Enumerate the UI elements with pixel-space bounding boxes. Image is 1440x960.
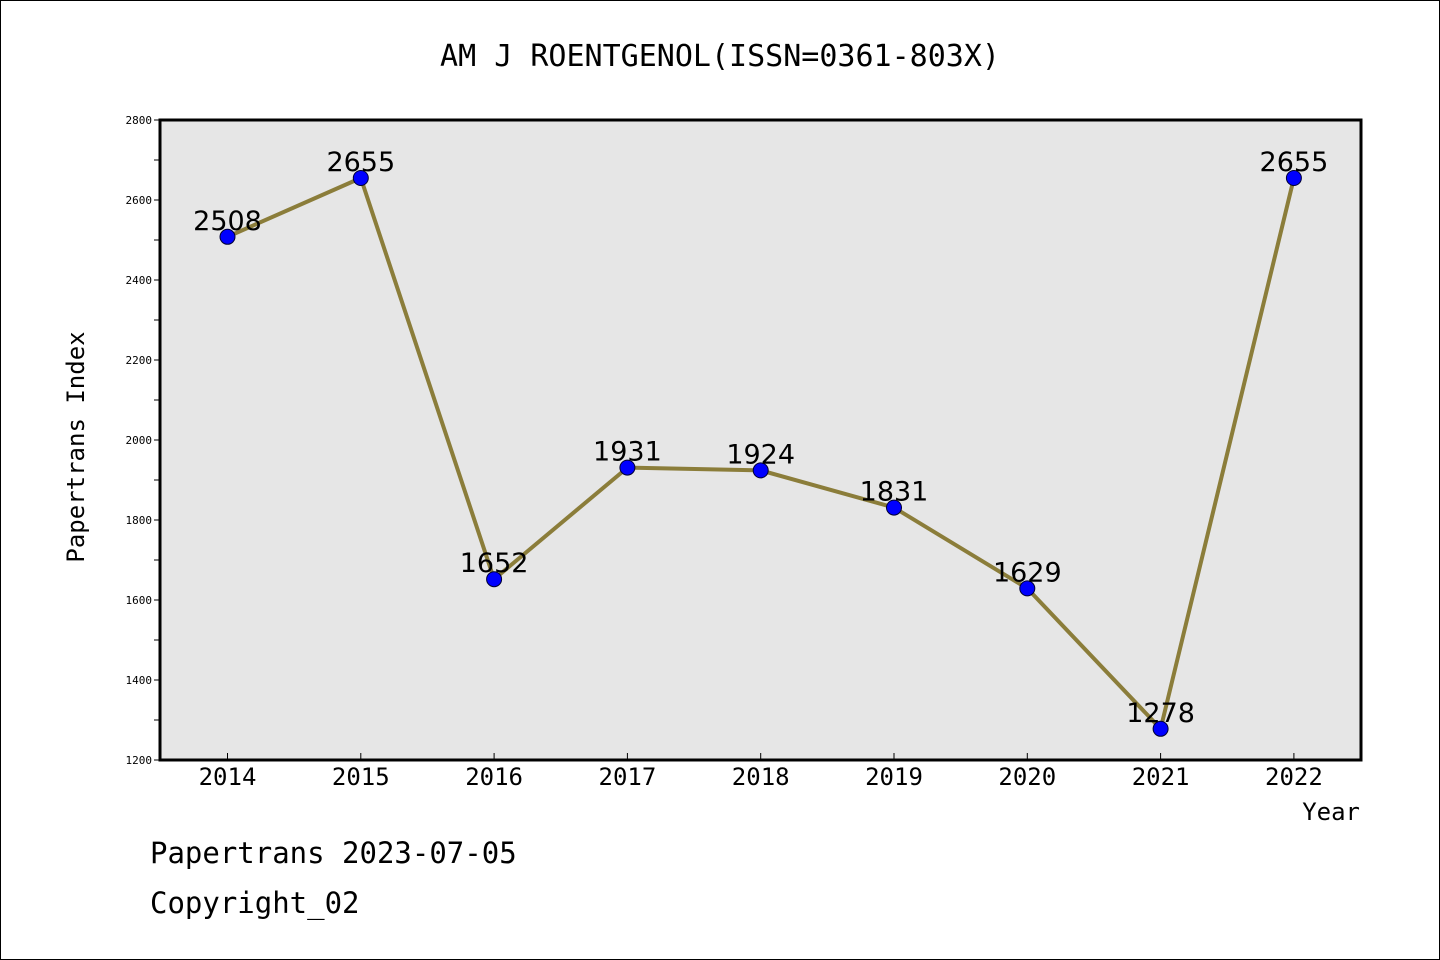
- data-point: [1019, 580, 1036, 597]
- x-tick-label: 2020: [998, 763, 1056, 791]
- footer-copyright: Copyright_02: [150, 886, 360, 920]
- data-point: [219, 228, 236, 245]
- data-label: 2655: [1260, 147, 1329, 178]
- x-tick-label: 2018: [732, 763, 790, 791]
- x-axis: 2014 2015 2016 2017 2018 2019 2020 2021 2022: [199, 753, 1323, 791]
- data-label: 1278: [1126, 698, 1195, 729]
- y-tick-label: 2200: [126, 354, 153, 367]
- x-tick-label: 2015: [332, 763, 390, 791]
- data-label: 1831: [860, 477, 929, 508]
- y-tick-label: 1400: [126, 674, 153, 687]
- footer-date: Papertrans 2023-07-05: [150, 836, 517, 870]
- data-label: 1652: [460, 548, 529, 579]
- data-point: [1152, 720, 1169, 737]
- y-tick-label: 1800: [126, 514, 153, 527]
- series-group: 2508 2655 1652 1931 1924 1831 1629 1278 2655: [193, 147, 1329, 737]
- y-tick-label: 2400: [126, 274, 153, 287]
- y-tick-label: 1600: [126, 594, 153, 607]
- x-tick-label: 2022: [1265, 763, 1323, 791]
- y-tick-label: 2600: [126, 194, 153, 207]
- data-label: 1629: [993, 557, 1062, 588]
- data-point: [352, 170, 369, 186]
- plot-area: [158, 118, 1363, 762]
- x-axis-label: Year: [1302, 798, 1360, 826]
- data-label: 2508: [193, 206, 262, 237]
- chart-title: AM J ROENTGENOL(ISSN=0361-803X): [440, 39, 1000, 74]
- x-tick-label: 2017: [599, 763, 657, 791]
- y-tick-label: 2000: [126, 434, 153, 447]
- data-point: [619, 459, 636, 476]
- x-tick-label: 2016: [465, 763, 523, 791]
- x-tick-label: 2019: [865, 763, 923, 791]
- y-axis-label: Papertrans Index: [62, 331, 90, 562]
- x-tick-label: 2014: [199, 763, 257, 791]
- y-tick-label: 2800: [126, 114, 153, 127]
- data-label: 1924: [726, 439, 795, 470]
- data-label: 2655: [326, 147, 395, 178]
- y-tick-label: 1200: [126, 754, 153, 767]
- data-label: 1931: [593, 437, 662, 468]
- data-point: [752, 462, 769, 479]
- data-point: [886, 499, 902, 516]
- x-tick-label: 2021: [1132, 763, 1190, 791]
- data-point: [486, 571, 503, 588]
- data-point: [1285, 170, 1302, 186]
- y-axis: 1200 1400 1600 1800 2000 2200 2400 2600 2800: [126, 114, 160, 767]
